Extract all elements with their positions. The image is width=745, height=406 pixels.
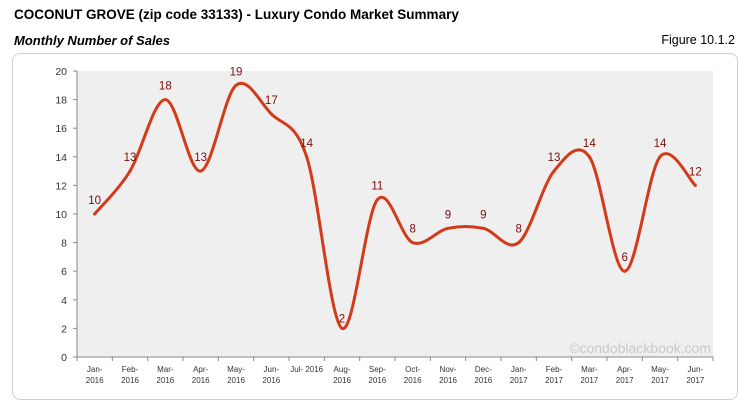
data-point: [481, 226, 485, 230]
y-tick-label: 4: [61, 295, 67, 307]
x-tick-label: Oct-: [405, 365, 420, 374]
data-label: 13: [124, 152, 137, 164]
x-tick-label: Feb-: [546, 365, 563, 374]
x-tick-label: 2017: [545, 376, 563, 385]
data-label: 17: [265, 95, 278, 107]
data-label: 13: [548, 152, 561, 164]
x-tick-label: 2017: [580, 376, 598, 385]
x-tick-label: 2016: [86, 376, 104, 385]
data-label: 9: [445, 209, 451, 221]
data-point: [693, 183, 697, 187]
data-point: [128, 169, 132, 173]
x-tick-label: 2016: [227, 376, 245, 385]
x-tick-label: Jun-: [264, 365, 280, 374]
data-point: [552, 169, 556, 173]
data-point: [340, 326, 344, 330]
data-point: [199, 169, 203, 173]
data-label: 2: [339, 313, 345, 325]
data-label: 14: [300, 138, 313, 150]
y-tick-label: 6: [61, 266, 67, 278]
data-label: 18: [159, 81, 172, 93]
data-label: 9: [480, 209, 486, 221]
x-tick-label: Nov-: [440, 365, 457, 374]
x-tick-label: Mar-: [157, 365, 174, 374]
x-tick-label: Apr-: [617, 365, 632, 374]
x-tick-label: 2016: [262, 376, 280, 385]
x-tick-label: Feb-: [122, 365, 139, 374]
x-tick-label: Jan-: [511, 365, 527, 374]
data-label: 12: [689, 166, 702, 178]
data-label: 14: [583, 138, 596, 150]
data-point: [163, 98, 167, 102]
x-tick-label: Jan-: [87, 365, 103, 374]
y-tick-label: 12: [55, 180, 67, 192]
data-point: [234, 83, 238, 87]
x-tick-label: May-: [227, 365, 245, 374]
data-point: [93, 212, 97, 216]
data-label: 14: [654, 138, 667, 150]
data-point: [517, 241, 521, 245]
y-tick-label: 18: [55, 95, 67, 107]
data-label: 10: [88, 195, 101, 207]
x-tick-label: 2017: [651, 376, 669, 385]
x-tick-label: 2016: [474, 376, 492, 385]
x-tick-label: 2016: [192, 376, 210, 385]
x-tick-label: Dec-: [475, 365, 492, 374]
x-tick-label: 2016: [121, 376, 139, 385]
x-tick-label: 2016: [439, 376, 457, 385]
y-tick-label: 20: [55, 66, 67, 78]
y-tick-label: 8: [61, 238, 67, 250]
data-label: 19: [230, 66, 243, 78]
data-point: [411, 241, 415, 245]
data-point: [623, 269, 627, 273]
x-tick-label: May-: [651, 365, 669, 374]
y-tick-label: 16: [55, 123, 67, 135]
figure-label: Figure 10.1.2: [661, 33, 735, 47]
data-label: 8: [515, 224, 521, 236]
data-label: 6: [621, 252, 627, 264]
chart-subtitle: Monthly Number of Sales: [14, 33, 171, 48]
y-tick-label: 0: [61, 352, 67, 364]
x-tick-label: 2017: [616, 376, 634, 385]
x-tick-label: Jun-: [688, 365, 704, 374]
x-tick-label: 2016: [404, 376, 422, 385]
x-tick-label: Aug-: [334, 365, 351, 374]
y-tick-label: 14: [55, 152, 67, 164]
data-point: [375, 198, 379, 202]
data-point: [305, 155, 309, 159]
x-tick-label: Apr-: [193, 365, 208, 374]
page-title: COCONUT GROVE (zip code 33133) - Luxury …: [14, 7, 459, 22]
y-tick-label: 10: [55, 209, 67, 221]
x-tick-label: 2016: [368, 376, 386, 385]
data-point: [587, 155, 591, 159]
data-label: 13: [194, 152, 207, 164]
watermark-text: ©condoblackbook.com: [569, 340, 711, 356]
x-tick-label: 2017: [686, 376, 704, 385]
x-tick-label: 2016: [333, 376, 351, 385]
y-tick-label: 2: [61, 323, 67, 335]
x-tick-label: Mar-: [581, 365, 598, 374]
x-tick-label: 2016: [156, 376, 174, 385]
x-tick-label: 2017: [510, 376, 528, 385]
data-point: [658, 155, 662, 159]
data-point: [446, 226, 450, 230]
x-tick-label: Jul- 2016: [290, 365, 323, 374]
data-label: 11: [371, 181, 383, 193]
x-tick-label: Sep-: [369, 365, 386, 374]
data-point: [269, 112, 273, 116]
data-label: 8: [409, 224, 415, 236]
